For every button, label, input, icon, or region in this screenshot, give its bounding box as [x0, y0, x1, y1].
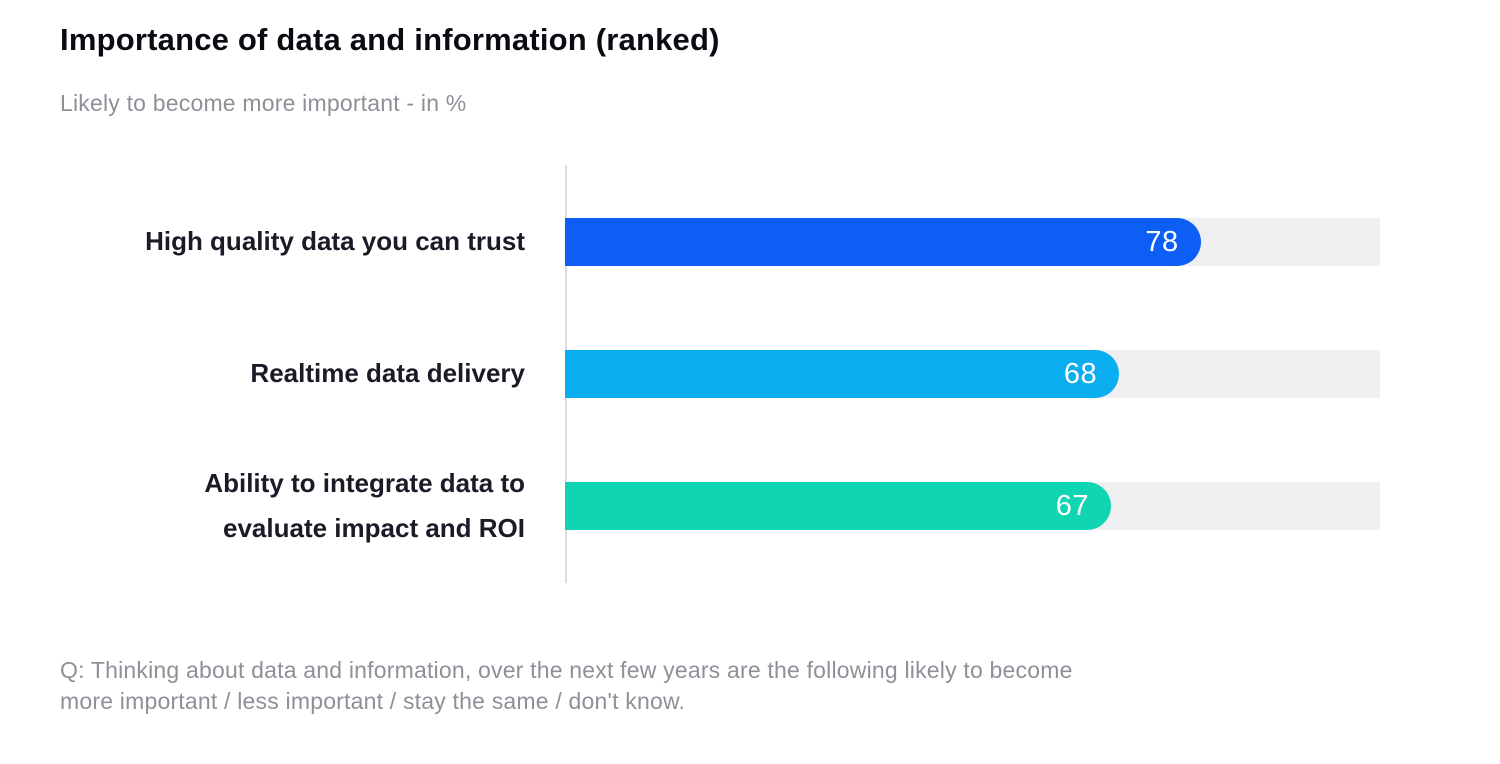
bar-plot: 78	[565, 218, 1380, 266]
bar-row: Realtime data delivery 68	[60, 308, 1380, 440]
bar-plot: 67	[565, 482, 1380, 530]
bar-value: 78	[1145, 225, 1179, 258]
bar-plot: 68	[565, 350, 1380, 398]
bar-label: Ability to integrate data to evaluate im…	[204, 467, 525, 544]
bar-track: 67	[565, 482, 1380, 530]
question-footnote: Q: Thinking about data and information, …	[60, 657, 1073, 714]
bar-label: High quality data you can trust	[145, 226, 525, 257]
bar-value: 68	[1063, 357, 1098, 390]
bar-chart: High quality data you can trust 78 Realtim…	[60, 165, 1380, 583]
bar-row: High quality data you can trust 78	[60, 176, 1380, 308]
bar-track: 68	[565, 350, 1380, 398]
bar-label: Realtime data delivery	[250, 358, 525, 389]
bar-fill: 78	[565, 218, 1201, 266]
bar-row: Ability to integrate data to evaluate im…	[60, 440, 1380, 572]
bar-value: 67	[1055, 489, 1090, 522]
bar-rows: High quality data you can trust 78 Realtim…	[60, 165, 1380, 572]
bar-fill: 68	[565, 350, 1120, 398]
chart-subtitle: Likely to become more important - in %	[60, 90, 467, 116]
bar-fill: 67	[565, 482, 1112, 530]
bar-track: 78	[565, 218, 1380, 266]
chart-title: Importance of data and information (rank…	[60, 22, 720, 57]
